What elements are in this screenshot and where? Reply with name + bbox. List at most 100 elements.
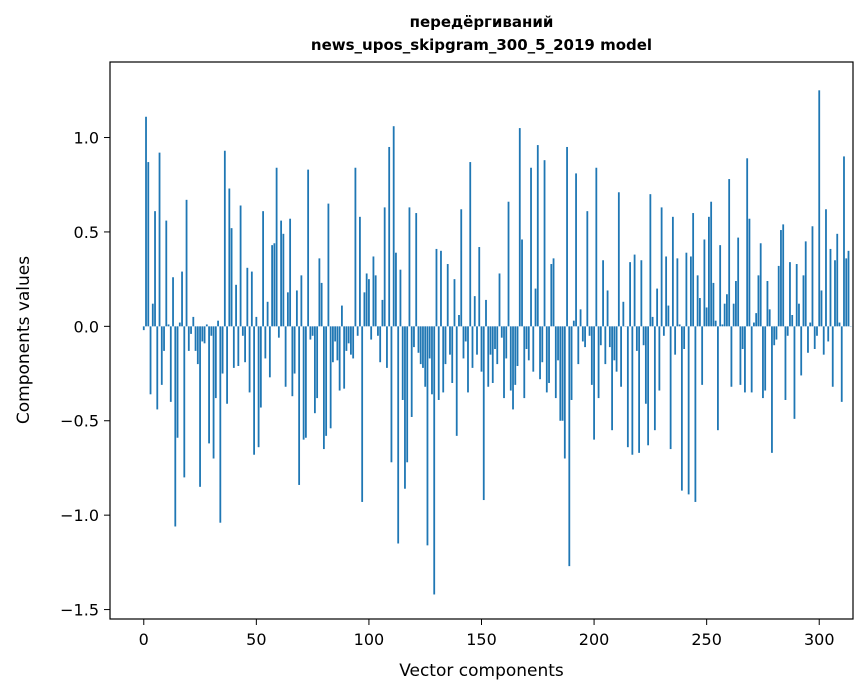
- bar-305: [829, 248, 832, 327]
- bar-109: [388, 146, 391, 327]
- bar-190: [570, 326, 573, 400]
- bar-156: [494, 326, 496, 349]
- bars-group: [142, 90, 852, 595]
- bar-184: [557, 326, 559, 361]
- bar-181: [550, 264, 553, 327]
- bar-56: [268, 326, 271, 378]
- bar-142: [462, 326, 465, 359]
- bar-80: [322, 326, 325, 450]
- bar-96: [359, 216, 361, 327]
- bar-119: [410, 326, 413, 417]
- bar-86: [336, 326, 339, 361]
- bar-223: [644, 326, 647, 404]
- bar-148: [476, 326, 478, 355]
- bar-309: [838, 322, 841, 327]
- chart-title-line-2: news_upos_skipgram_300_5_2019 model: [310, 36, 653, 54]
- bar-166: [516, 326, 519, 366]
- bar-263: [735, 281, 737, 327]
- bar-220: [638, 326, 641, 453]
- bar-98: [363, 292, 366, 327]
- y-tick-label-5: 1.0: [74, 129, 99, 148]
- bar-51: [257, 326, 260, 448]
- bar-282: [777, 265, 780, 327]
- bar-236: [674, 326, 677, 355]
- bar-63: [284, 326, 287, 387]
- y-tick-label-2: −0.5: [60, 412, 99, 431]
- bar-295: [807, 326, 809, 353]
- bar-173: [532, 326, 535, 372]
- bar-264: [737, 237, 740, 327]
- bar-53: [262, 211, 264, 327]
- bar-81: [325, 326, 328, 436]
- bar-33: [217, 320, 219, 327]
- bar-90: [345, 326, 348, 351]
- bar-74: [309, 326, 312, 340]
- bar-95: [356, 326, 359, 336]
- bar-141: [460, 209, 463, 327]
- bar-30: [210, 326, 213, 336]
- bar-92: [350, 326, 352, 355]
- bar-0: [142, 326, 145, 331]
- bar-192: [575, 173, 577, 327]
- bar-222: [642, 326, 645, 346]
- bar-241: [685, 252, 688, 327]
- bar-59: [275, 167, 278, 327]
- bar-290: [795, 264, 798, 327]
- bar-130: [435, 248, 438, 327]
- bar-131: [437, 326, 440, 400]
- bar-102: [372, 256, 375, 327]
- bar-273: [757, 275, 760, 327]
- chart-title-line-1: передёргиваний: [409, 13, 554, 31]
- bar-257: [721, 324, 724, 327]
- bar-226: [651, 316, 654, 327]
- bar-189: [568, 326, 571, 567]
- bar-217: [631, 326, 634, 455]
- bar-67: [293, 326, 296, 374]
- bar-27: [203, 326, 206, 344]
- bar-68: [295, 290, 298, 327]
- bar-87: [338, 326, 341, 391]
- bar-97: [361, 326, 364, 502]
- bar-79: [320, 282, 323, 327]
- bar-262: [732, 303, 735, 327]
- bar-125: [424, 326, 427, 387]
- bar-165: [514, 326, 517, 385]
- bar-312: [845, 258, 848, 327]
- bar-269: [748, 218, 751, 327]
- bar-287: [789, 262, 791, 327]
- bar-151: [482, 326, 485, 501]
- bar-174: [534, 288, 537, 327]
- bar-280: [773, 326, 776, 346]
- bar-36: [223, 150, 226, 327]
- bar-270: [750, 326, 753, 393]
- bar-175: [536, 145, 539, 327]
- bar-240: [683, 326, 686, 349]
- bar-121: [415, 213, 418, 327]
- bar-42: [237, 326, 240, 366]
- bar-149: [478, 247, 481, 327]
- bar-65: [289, 218, 292, 327]
- bar-293: [802, 275, 805, 327]
- bar-267: [744, 326, 746, 393]
- bar-101: [370, 326, 373, 340]
- bar-2: [147, 162, 150, 327]
- bar-197: [586, 211, 589, 327]
- bar-82: [327, 203, 330, 327]
- y-axis-label: Components values: [14, 256, 34, 424]
- bar-201: [595, 167, 598, 327]
- y-tick-label-1: −1.0: [60, 506, 99, 525]
- bar-251: [708, 216, 710, 327]
- bar-83: [329, 326, 332, 429]
- bar-34: [219, 326, 222, 523]
- bar-111: [392, 126, 395, 327]
- bar-58: [273, 243, 276, 327]
- bar-11: [167, 324, 170, 327]
- bar-117: [406, 326, 409, 463]
- bar-283: [780, 230, 782, 327]
- bar-196: [584, 326, 586, 348]
- bar-306: [831, 326, 834, 387]
- bar-25: [199, 326, 201, 487]
- bar-256: [719, 245, 722, 327]
- bar-279: [771, 326, 773, 453]
